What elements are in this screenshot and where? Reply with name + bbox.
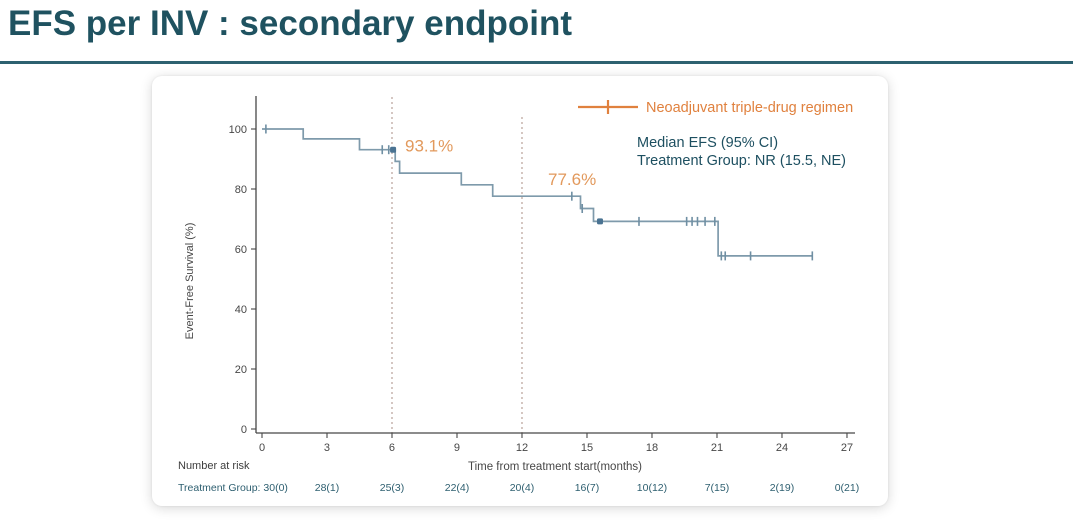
at-risk-value: 22(4) (445, 482, 470, 494)
median-note-line-2: Treatment Group: NR (15.5, NE) (637, 153, 846, 169)
y-axis-title: Event-Free Survival (%) (184, 223, 196, 340)
at-risk-header: Number at risk (178, 460, 250, 472)
at-risk-value: 28(1) (315, 482, 340, 494)
page-title: EFS per INV : secondary endpoint (8, 4, 572, 43)
at-risk-value: 7(15) (705, 482, 730, 494)
x-tick-label: 9 (454, 442, 460, 454)
median-note-line-1: Median EFS (95% CI) (637, 135, 778, 151)
at-risk-value: 2(19) (770, 482, 795, 494)
at-risk-row-label: Treatment Group: 30(0) (178, 482, 288, 494)
y-tick-label: 60 (235, 244, 247, 256)
at-risk-table: Number at risk Treatment Group: 30(0) 28(1… (178, 460, 859, 494)
legend: Neoadjuvant triple-drug regimen (578, 100, 853, 116)
x-axis-title: Time from treatment start(months) (468, 461, 642, 473)
censor-dot (596, 218, 603, 225)
km-chart-card: 0 20 40 60 80 100 0 3 6 9 12 15 18 21 24 27 Time from tr… (152, 76, 888, 506)
at-risk-value: 16(7) (575, 482, 600, 494)
x-tick-label: 27 (841, 442, 853, 454)
annotation-931: 93.1% (405, 137, 453, 156)
y-tick-label: 100 (229, 124, 247, 136)
km-curve (262, 128, 813, 257)
y-tick-label: 40 (235, 304, 247, 316)
at-risk-value: 10(12) (637, 482, 667, 494)
legend-label: Neoadjuvant triple-drug regimen (646, 100, 853, 116)
x-tick-label: 12 (516, 442, 528, 454)
at-risk-value: 25(3) (380, 482, 405, 494)
x-tick-label: 3 (324, 442, 330, 454)
x-axis: 0 3 6 9 12 15 18 21 24 27 (259, 433, 853, 454)
km-chart-svg: 0 20 40 60 80 100 0 3 6 9 12 15 18 21 24 27 Time from tr… (178, 96, 859, 494)
x-tick-label: 6 (389, 442, 395, 454)
title-underline (0, 61, 1073, 64)
y-tick-label: 80 (235, 184, 247, 196)
censor-marks (265, 124, 814, 261)
y-tick-label: 20 (235, 364, 247, 376)
x-tick-label: 21 (711, 442, 723, 454)
at-risk-value: 20(4) (510, 482, 535, 494)
x-tick-label: 24 (776, 442, 788, 454)
x-tick-label: 0 (259, 442, 265, 454)
axes (255, 96, 855, 434)
annotation-776: 77.6% (548, 170, 596, 189)
x-tick-label: 18 (646, 442, 658, 454)
y-axis: 0 20 40 60 80 100 (229, 124, 256, 436)
y-tick-label: 0 (241, 424, 247, 436)
at-risk-value: 0(21) (835, 482, 860, 494)
censor-dot (390, 146, 397, 153)
x-tick-label: 15 (581, 442, 593, 454)
